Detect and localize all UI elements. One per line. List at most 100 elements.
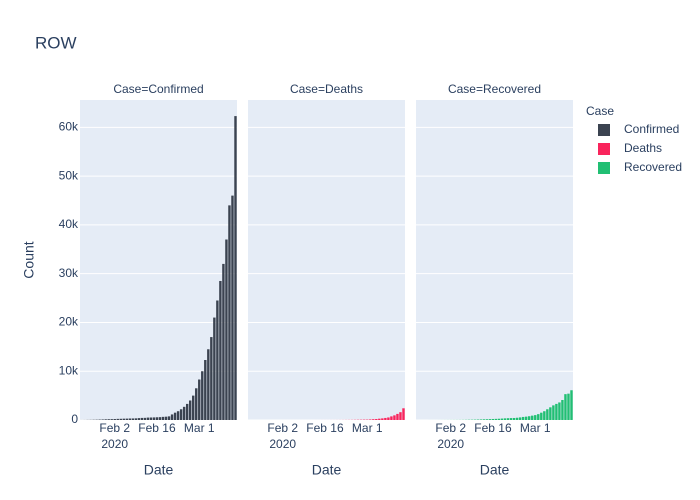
bar xyxy=(122,418,125,420)
chart-title: ROW xyxy=(35,33,77,52)
x-year-label: 2020 xyxy=(101,437,128,451)
bar xyxy=(396,413,399,420)
plot-background xyxy=(248,100,405,420)
bar xyxy=(179,409,183,420)
bar xyxy=(393,415,396,420)
x-tick-label: Mar 1 xyxy=(520,421,551,435)
bar xyxy=(518,417,522,420)
bar xyxy=(161,416,165,420)
bar xyxy=(201,371,204,420)
bar xyxy=(402,408,405,420)
bar xyxy=(567,393,570,420)
bar xyxy=(164,416,168,420)
bar xyxy=(482,419,486,420)
x-year-label: 2020 xyxy=(437,437,464,451)
facet-title: Case=Confirmed xyxy=(113,82,203,96)
bar xyxy=(152,417,156,420)
bar xyxy=(372,419,375,420)
bar xyxy=(146,417,150,420)
x-year-label: 2020 xyxy=(269,437,296,451)
bar xyxy=(494,418,498,420)
bar xyxy=(390,416,393,420)
legend-swatch xyxy=(598,124,610,136)
legend-swatch xyxy=(598,143,610,155)
legend-label: Recovered xyxy=(624,160,682,174)
legend-label: Confirmed xyxy=(624,122,679,136)
bar xyxy=(113,419,116,420)
bar xyxy=(570,390,573,420)
bar xyxy=(185,403,189,420)
legend-title: Case xyxy=(586,104,614,118)
bar xyxy=(558,402,561,420)
bar xyxy=(170,414,174,420)
bar xyxy=(231,195,234,420)
bar xyxy=(534,415,537,420)
bar xyxy=(540,412,543,420)
bar xyxy=(131,418,135,420)
bar xyxy=(228,205,231,420)
bar xyxy=(198,379,201,420)
bar xyxy=(195,388,198,420)
bar xyxy=(101,419,104,420)
x-tick-label: Feb 16 xyxy=(474,421,512,435)
bar xyxy=(125,418,129,420)
plot-background xyxy=(416,100,573,420)
bar xyxy=(155,417,159,420)
bar xyxy=(531,415,534,420)
bar xyxy=(110,419,113,420)
bar xyxy=(512,417,516,420)
bar xyxy=(192,395,195,420)
bar xyxy=(479,419,483,420)
bar xyxy=(561,400,564,420)
bar xyxy=(204,360,207,420)
bar xyxy=(225,239,228,420)
x-tick-label: Mar 1 xyxy=(184,421,215,435)
bar xyxy=(491,418,495,420)
bar xyxy=(500,418,504,420)
y-tick-label: 60k xyxy=(59,119,79,133)
y-tick-label: 30k xyxy=(59,266,79,280)
bar xyxy=(119,418,122,420)
x-tick-label: Feb 2 xyxy=(435,421,466,435)
x-axis-label: Date xyxy=(144,462,174,478)
bar xyxy=(173,412,177,420)
bar xyxy=(167,416,171,420)
legend-swatch xyxy=(598,162,610,174)
x-tick-label: Mar 1 xyxy=(352,421,383,435)
y-tick-label: 50k xyxy=(59,168,79,182)
bar xyxy=(143,417,147,420)
bar xyxy=(222,263,225,420)
bar xyxy=(555,403,558,420)
x-tick-label: Feb 2 xyxy=(267,421,298,435)
bar xyxy=(216,300,219,420)
y-tick-label: 0 xyxy=(71,412,78,426)
bar xyxy=(485,419,489,420)
bar xyxy=(182,406,186,420)
x-tick-label: Feb 2 xyxy=(99,421,130,435)
bar xyxy=(188,400,192,420)
bar xyxy=(497,418,501,420)
bar xyxy=(137,418,141,420)
bar xyxy=(213,317,216,420)
bar xyxy=(375,419,378,420)
bar xyxy=(509,418,513,420)
bar xyxy=(369,419,372,420)
bar xyxy=(134,418,138,420)
bar xyxy=(158,417,162,420)
y-tick-label: 10k xyxy=(59,363,79,377)
bar xyxy=(537,414,540,420)
bar xyxy=(549,407,552,420)
bar xyxy=(546,409,549,420)
bar xyxy=(528,416,531,420)
bar xyxy=(378,418,381,420)
bar xyxy=(176,411,180,420)
bar xyxy=(381,418,384,420)
bar xyxy=(506,418,510,420)
bar xyxy=(149,417,153,420)
bar xyxy=(219,280,222,420)
y-tick-label: 40k xyxy=(59,217,79,231)
bar xyxy=(207,349,210,420)
bar xyxy=(104,419,107,420)
bar xyxy=(140,417,144,420)
